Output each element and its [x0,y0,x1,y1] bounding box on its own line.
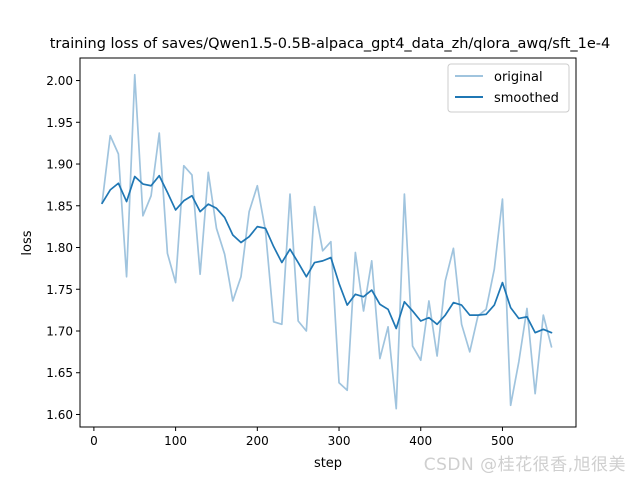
y-axis-ticks: 1.60 1.65 1.70 1.75 1.80 1.85 1.90 1.95 2.00 [46,74,80,422]
chart-title: training loss of saves/Qwen1.5-0.5B-alpa… [50,36,611,52]
y-tick-label: 1.95 [46,116,73,130]
y-tick-label: 1.85 [46,199,73,213]
y-tick-label: 1.90 [46,158,73,172]
axes-frame [79,57,577,428]
y-tick-label: 1.70 [46,324,73,338]
series-line-smoothed [101,174,553,334]
x-tick-label: 500 [491,434,514,448]
x-tick-label: 400 [409,434,432,448]
plot-series [101,73,553,410]
legend: original smoothed [447,63,570,113]
series-line-original [101,73,553,410]
y-tick-label: 1.65 [46,366,73,380]
y-tick-label: 1.75 [46,283,73,297]
x-tick-label: 300 [328,434,351,448]
x-tick-label: 0 [90,434,98,448]
x-axis-ticks: 0 100 200 300 400 500 [90,427,514,448]
legend-label-smoothed: smoothed [494,91,559,106]
y-tick-label: 1.80 [46,241,73,255]
y-axis-label: loss [20,230,35,255]
x-axis-label: step [314,456,342,471]
watermark-text: CSDN @桂花很香,旭很美 [423,455,626,475]
y-tick-label: 1.60 [46,408,73,422]
y-tick-label: 2.00 [46,74,73,88]
legend-label-original: original [494,70,543,85]
x-tick-label: 100 [164,434,187,448]
x-tick-label: 200 [246,434,269,448]
